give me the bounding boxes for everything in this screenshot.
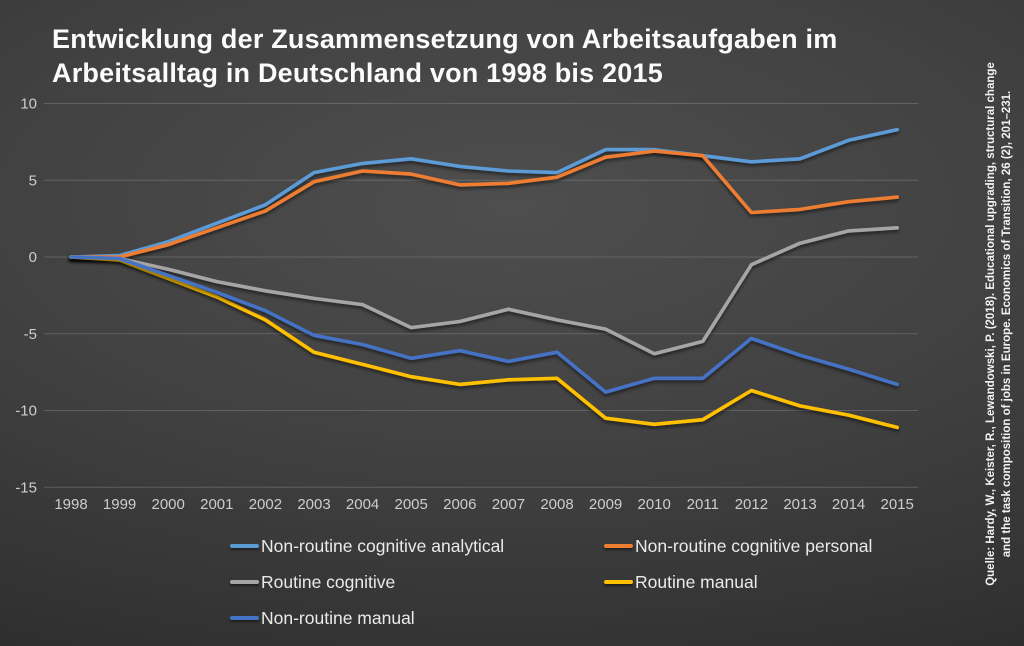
y-tick-label: 0 (29, 249, 37, 266)
x-tick-label: 2005 (395, 496, 428, 513)
x-tick-label: 2003 (297, 496, 330, 513)
source-citation-line2: and the task composition of jobs in Euro… (1001, 90, 1013, 558)
y-tick-label: -5 (24, 326, 37, 343)
legend-label: Non-routine cognitive personal (635, 535, 873, 556)
x-tick-label: 2012 (735, 496, 768, 513)
legend-label: Routine manual (635, 571, 758, 592)
y-tick-label: 5 (29, 172, 37, 189)
x-tick-label: 2007 (492, 496, 525, 513)
legend-item-routine-manual: Routine manual (604, 571, 758, 593)
series-line-routine-manual (69, 255, 900, 430)
x-tick-label: 2004 (346, 496, 379, 513)
source-citation-line1: Quelle: Hardy, W., Keister, R., Lewandow… (985, 62, 997, 586)
x-tick-label: 2010 (638, 496, 671, 513)
y-tick-label: 10 (20, 96, 37, 113)
legend-label: Routine cognitive (261, 571, 396, 592)
x-tick-label: 2011 (687, 496, 719, 513)
x-tick-label: 2000 (152, 496, 185, 513)
series-line-non-routine-cognitive-personal (69, 149, 900, 259)
legend-swatch-non-routine-cognitive-analytical (230, 544, 259, 548)
legend-item-non-routine-cognitive-analytical: Non-routine cognitive analytical (230, 535, 504, 557)
x-tick-label: 2006 (443, 496, 476, 513)
legend-item-routine-cognitive: Routine cognitive (230, 571, 395, 593)
legend-swatch-routine-cognitive (230, 580, 259, 584)
y-tick-label: -15 (15, 479, 37, 496)
x-tick-label: 2013 (783, 496, 816, 513)
legend-item-non-routine-manual: Non-routine manual (230, 607, 415, 629)
chart-title-line2: Arbeitsalltag in Deutschland von 1998 bi… (52, 58, 663, 88)
legend-label: Non-routine cognitive analytical (261, 535, 505, 556)
x-tick-label: 1999 (103, 496, 136, 513)
legend-item-non-routine-cognitive-personal: Non-routine cognitive personal (604, 535, 872, 557)
x-tick-label: 2014 (832, 496, 865, 513)
chart-title-line1: Entwicklung der Zusammensetzung von Arbe… (52, 24, 838, 54)
legend-swatch-non-routine-manual (230, 616, 259, 620)
source-citation: Quelle: Hardy, W., Keister, R., Lewandow… (983, 4, 1017, 644)
x-tick-label: 2001 (200, 496, 233, 513)
x-tick-label: 2002 (249, 496, 282, 513)
x-tick-label: 2008 (540, 496, 573, 513)
series-line-routine-cognitive (69, 226, 900, 356)
legend-label: Non-routine manual (261, 607, 415, 628)
legend-swatch-non-routine-cognitive-personal (604, 544, 633, 548)
x-tick-label: 1998 (54, 496, 87, 513)
y-tick-label: -10 (15, 403, 37, 420)
x-tick-label: 2009 (589, 496, 622, 513)
series-line-non-routine-cognitive-analytical (69, 127, 900, 259)
chart-title: Entwicklung der Zusammensetzung von Arbe… (52, 22, 837, 90)
legend-swatch-routine-manual (604, 580, 633, 584)
series-line-non-routine-manual (69, 255, 900, 394)
x-tick-label: 2015 (881, 496, 914, 513)
